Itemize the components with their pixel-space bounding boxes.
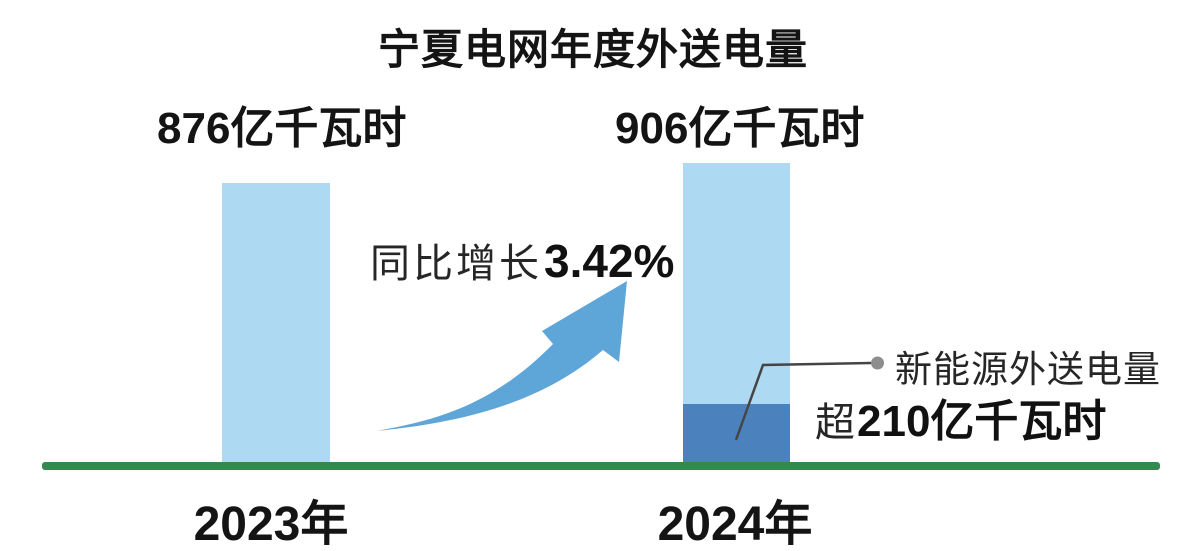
growth-label: 同比增长 3.42% [370, 231, 674, 289]
bar-2023 [222, 183, 330, 462]
value-label-2023: 876亿千瓦时 [157, 104, 407, 153]
callout-value-row: 超 210亿千瓦时 [815, 385, 1106, 449]
x-axis-line [42, 462, 1160, 470]
chart-title: 宁夏电网年度外送电量 [377, 26, 808, 73]
bar-segment-new-energy [683, 404, 790, 462]
year-label-2024: 2024年 [657, 498, 813, 551]
year-label-2023: 2023年 [193, 498, 349, 551]
callout-dot-icon [871, 356, 884, 370]
growth-arrow-path [376, 281, 627, 431]
callout-title: 新能源外送电量 [895, 350, 1161, 391]
growth-label-prefix: 同比增长 [370, 241, 542, 286]
growth-label-value: 3.42% [544, 235, 675, 287]
bar-2024 [683, 163, 790, 462]
growth-arrow-icon [376, 281, 627, 431]
callout-prefix: 超 [815, 400, 855, 445]
callout-value: 210亿千瓦时 [857, 397, 1107, 446]
value-label-2024: 906亿千瓦时 [615, 104, 865, 153]
